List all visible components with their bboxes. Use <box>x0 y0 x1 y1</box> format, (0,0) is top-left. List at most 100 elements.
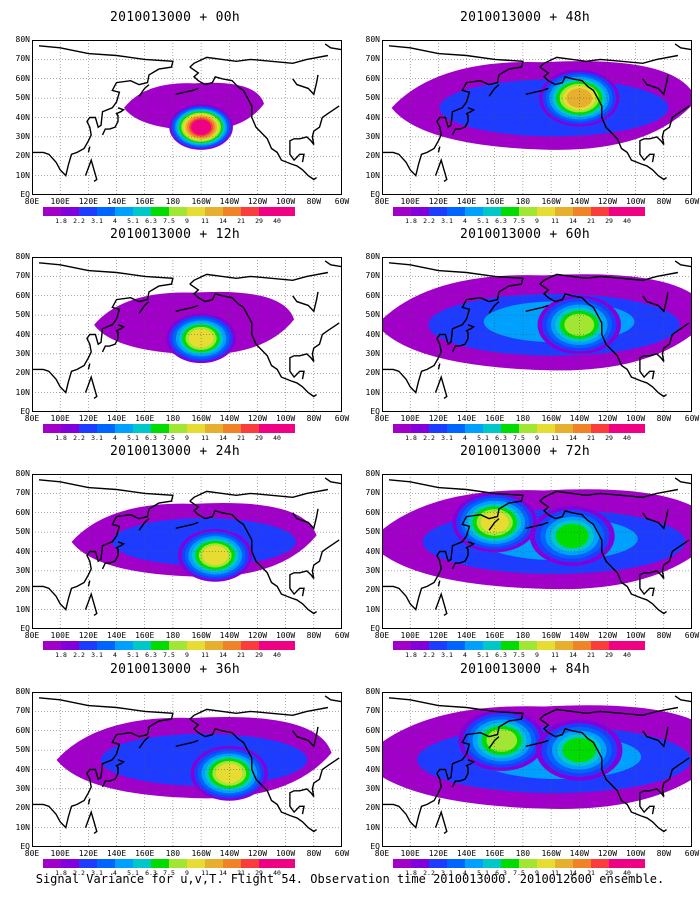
colorbar-swatch <box>609 859 627 868</box>
coastline <box>289 757 340 798</box>
colorbar-swatch <box>277 641 295 650</box>
lat-tick-label: 20N <box>365 151 380 161</box>
lon-tick-label: 160E <box>485 197 505 206</box>
coastline <box>539 271 679 285</box>
lat-tick-label: 80N <box>15 252 30 261</box>
map-panel: 2010013000 + 84h EQ 10N 20N 30N 40N 50N 60N 70N 8… <box>360 662 700 884</box>
lon-tick-label: 120E <box>428 197 448 206</box>
coastline <box>674 695 692 703</box>
coastline <box>138 736 150 749</box>
map-frame <box>382 257 692 412</box>
lon-tick-label: 100W <box>275 849 296 858</box>
colorbar-swatch <box>411 207 429 216</box>
colorbar-label: 14 <box>569 651 577 659</box>
colorbar-label: 3.1 <box>441 651 453 659</box>
lon-tick-label: 80E <box>24 414 40 423</box>
colorbar-swatch <box>555 424 573 433</box>
lon-tick-label: 140E <box>106 197 127 206</box>
colorbar-swatch <box>537 641 555 650</box>
colorbar-label: 40 <box>623 651 631 659</box>
lat-tick-label: 50N <box>365 745 380 755</box>
lon-tick-label: 100E <box>400 414 420 423</box>
colorbar-swatch <box>61 424 79 433</box>
coastline <box>324 695 342 703</box>
colorbar-label: 6.3 <box>145 869 157 877</box>
lat-tick-label: 60N <box>365 290 380 300</box>
lon-tick-label: 180 <box>515 631 531 640</box>
lon-tick-label: 140E <box>106 631 127 640</box>
lat-tick-label: 30N <box>365 783 380 793</box>
coastline <box>138 301 150 314</box>
map-frame <box>32 692 342 847</box>
lon-tick-label: 140W <box>219 414 239 423</box>
colorbar-swatch <box>627 424 645 433</box>
map-panel: 2010013000 + 24h EQ 10N 20N 30N 40N 50N 60N 70N 8… <box>10 444 350 666</box>
colorbar-label: 14 <box>219 434 227 442</box>
lat-tick-label: 10N <box>15 170 30 180</box>
lat-tick-label: EQ <box>370 624 380 633</box>
colorbar-label: 5.1 <box>127 434 139 442</box>
colorbar-label: 3.1 <box>441 434 453 442</box>
lat-tick-label: 50N <box>365 310 380 320</box>
colorbar-swatch <box>187 641 205 650</box>
colorbar-swatch <box>43 859 61 868</box>
lon-tick-label: 60W <box>334 631 350 640</box>
colorbar-label: 40 <box>623 217 631 225</box>
lat-tick-label: 10N <box>365 170 380 180</box>
lat-tick-label: 80N <box>365 687 380 696</box>
colorbar-label: 14 <box>569 869 577 877</box>
coastline <box>189 66 317 181</box>
colorbar-label: 5.1 <box>477 869 489 877</box>
colorbar-swatch <box>187 859 205 868</box>
lon-tick-label: 120W <box>597 197 618 206</box>
coastline <box>289 361 305 380</box>
coastline <box>451 107 476 136</box>
lat-tick-label: 20N <box>15 151 30 161</box>
colorbar-swatch <box>627 641 645 650</box>
colorbar-label: 11 <box>551 651 559 659</box>
lon-tick-label: 80E <box>374 631 390 640</box>
lon-tick-label: 100E <box>400 631 420 640</box>
colorbar-swatch <box>609 641 627 650</box>
panel-title: 2010013000 + 00h <box>109 10 241 25</box>
coastline <box>101 107 126 136</box>
colorbar-swatch <box>61 207 79 216</box>
coastline <box>138 518 150 531</box>
colorbar-label: 29 <box>255 217 263 225</box>
coastline <box>292 726 319 748</box>
coastline <box>639 796 655 815</box>
colorbar-label: 1.8 <box>405 869 417 877</box>
colorbar-swatch <box>79 641 97 650</box>
lon-tick-label: 80E <box>24 197 40 206</box>
lon-tick-label: 80W <box>656 414 672 423</box>
colorbar-swatch <box>43 424 61 433</box>
colorbar-label: 7.5 <box>163 434 175 442</box>
colorbar-label: 40 <box>273 434 281 442</box>
colorbar-swatch <box>97 641 115 650</box>
lat-tick-label: 60N <box>15 725 30 735</box>
lon-tick-label: 120W <box>247 631 268 640</box>
colorbar-swatch <box>411 641 429 650</box>
lon-tick-label: 100E <box>400 197 420 206</box>
colorbar-label: 6.3 <box>145 217 157 225</box>
lon-tick-label: 140E <box>106 849 127 858</box>
colorbar-label: 4 <box>463 869 467 877</box>
colorbar-swatch <box>205 424 223 433</box>
lon-tick-label: 80W <box>656 849 672 858</box>
colorbar-swatch <box>447 641 465 650</box>
lat-tick-label: 60N <box>365 73 380 83</box>
colorbar-label: 9 <box>185 651 189 659</box>
colorbar-label: 4 <box>463 217 467 225</box>
lat-tick-label: 40N <box>365 112 380 122</box>
colorbar-label: 1.8 <box>55 651 67 659</box>
colorbar-label: 9 <box>535 217 539 225</box>
lon-tick-label: 140E <box>456 849 477 858</box>
colorbar-swatch <box>223 859 241 868</box>
coastline <box>539 54 679 68</box>
colorbar-label: 9 <box>185 869 189 877</box>
variance-contour <box>202 545 229 566</box>
colorbar-label: 4 <box>113 434 117 442</box>
colorbar-swatch <box>241 641 259 650</box>
colorbar-label: 1.8 <box>55 434 67 442</box>
colorbar-swatch <box>259 207 277 216</box>
